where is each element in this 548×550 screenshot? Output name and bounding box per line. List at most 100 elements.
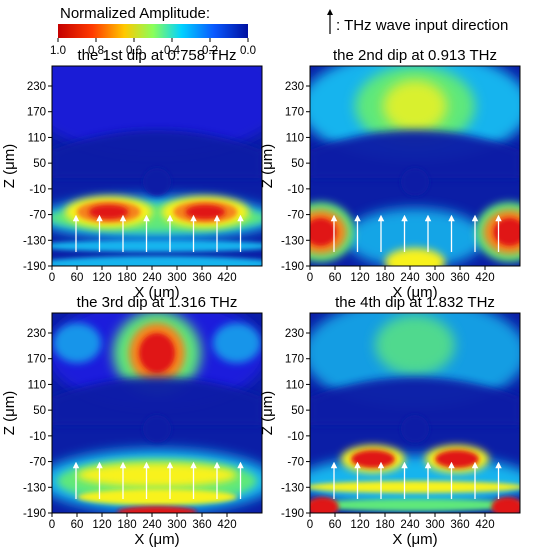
y-tick-label: -70 <box>287 457 304 469</box>
y-tick-label: -10 <box>287 431 304 443</box>
y-tick-label: -130 <box>281 235 304 247</box>
field-panel: the 3rd dip at 1.316 THz 230 170 110 50 -10 -7… <box>1 294 263 548</box>
x-tick-label: 120 <box>92 519 111 531</box>
panel-frame <box>309 65 521 267</box>
panel-frame <box>51 312 263 514</box>
panel-frame <box>309 312 521 514</box>
y-tick-label: -190 <box>23 508 46 520</box>
x-tick-label: 0 <box>307 272 313 284</box>
x-tick-label: 60 <box>329 272 342 284</box>
direction-legend: : THz wave input direction <box>327 9 508 34</box>
field-map <box>52 66 262 266</box>
colorbar-gradient <box>58 24 248 38</box>
y-tick-label: 50 <box>291 158 304 170</box>
x-tick-label: 120 <box>350 519 369 531</box>
field-map <box>310 313 520 513</box>
x-axis-label: X (μm) <box>134 531 179 548</box>
panel-title: the 3rd dip at 1.316 THz <box>77 294 238 311</box>
y-tick-label: 230 <box>285 328 304 340</box>
y-tick-label: 110 <box>286 132 304 144</box>
field-map <box>310 66 520 266</box>
x-tick-label: 180 <box>375 519 394 531</box>
panels: the 1st dip at 0.758 THz 230 170 110 50 -10 -7… <box>1 47 521 548</box>
x-tick-label: 180 <box>375 272 394 284</box>
field-panel: the 2nd dip at 0.913 THz 230 170 110 50 -10 -7… <box>259 47 521 301</box>
panel-title: the 4th dip at 1.832 THz <box>335 294 495 311</box>
y-axis-label: Z (μm) <box>259 144 276 188</box>
y-tick-label: -130 <box>281 482 304 494</box>
y-axis-label: Z (μm) <box>259 391 276 435</box>
panel-frame <box>51 65 263 267</box>
y-tick-label: -130 <box>23 235 46 247</box>
x-tick-label: 360 <box>450 272 469 284</box>
y-tick-label: 50 <box>291 405 304 417</box>
y-tick-label: -190 <box>23 261 46 273</box>
x-tick-label: 0 <box>307 519 313 531</box>
field-panel: the 4th dip at 1.832 THz 230 170 110 50 -10 -7… <box>259 294 521 548</box>
colorbar-title: Normalized Amplitude: <box>60 5 210 22</box>
input-arrows <box>330 461 502 499</box>
x-tick-label: 180 <box>117 519 136 531</box>
x-tick-label: 360 <box>192 519 211 531</box>
x-tick-label: 120 <box>92 272 111 284</box>
y-tick-label: 170 <box>27 107 46 119</box>
y-tick-label: 50 <box>33 158 46 170</box>
x-tick-label: 300 <box>425 519 444 531</box>
x-axis-label: X (μm) <box>134 284 179 301</box>
y-tick-label: -70 <box>29 210 46 222</box>
x-tick-label: 60 <box>71 272 84 284</box>
x-tick-label: 0 <box>49 519 55 531</box>
y-tick-label: 50 <box>33 405 46 417</box>
x-tick-label: 240 <box>142 272 161 284</box>
y-tick-label: -10 <box>29 431 46 443</box>
x-tick-label: 240 <box>400 272 419 284</box>
y-tick-label: -70 <box>29 457 46 469</box>
panel-title: the 1st dip at 0.758 THz <box>78 47 237 64</box>
y-tick-label: -10 <box>29 184 46 196</box>
colorbar-tick-label: 0.2 <box>202 45 218 57</box>
y-axis-label: Z (μm) <box>1 391 18 435</box>
x-tick-label: 240 <box>400 519 419 531</box>
colorbar-tick-label: 1.0 <box>50 45 66 57</box>
y-tick-label: -190 <box>281 261 304 273</box>
x-tick-label: 240 <box>142 519 161 531</box>
x-tick-label: 0 <box>49 272 55 284</box>
y-tick-label: 110 <box>286 379 304 391</box>
x-tick-label: 120 <box>350 272 369 284</box>
y-tick-label: -70 <box>287 210 304 222</box>
y-tick-label: -130 <box>23 482 46 494</box>
colorbar-tick-label: 0.8 <box>88 45 104 57</box>
y-axis-label: Z (μm) <box>1 144 18 188</box>
x-tick-label: 180 <box>117 272 136 284</box>
y-tick-label: -10 <box>287 184 304 196</box>
input-arrows <box>72 214 244 252</box>
y-tick-label: 230 <box>27 81 46 93</box>
y-tick-label: 230 <box>27 328 46 340</box>
input-arrows <box>330 214 502 252</box>
x-tick-label: 420 <box>217 272 236 284</box>
x-tick-label: 420 <box>475 519 494 531</box>
colorbar-tick-label: 0.6 <box>126 45 142 57</box>
colorbar-tick-label: 0.4 <box>164 45 181 57</box>
x-tick-label: 60 <box>329 519 342 531</box>
y-tick-label: 170 <box>285 107 304 119</box>
input-arrows <box>72 461 244 499</box>
y-tick-label: 170 <box>285 354 304 366</box>
x-tick-label: 420 <box>475 272 494 284</box>
y-tick-label: 110 <box>28 379 46 391</box>
direction-legend-text: : THz wave input direction <box>336 17 508 34</box>
x-tick-label: 300 <box>167 519 186 531</box>
y-tick-label: 170 <box>27 354 46 366</box>
x-tick-label: 60 <box>71 519 84 531</box>
x-tick-label: 360 <box>450 519 469 531</box>
y-tick-label: -190 <box>281 508 304 520</box>
colorbar: Normalized Amplitude: 1.0 0.8 0.6 0.4 0.2 0.0 <box>50 5 256 57</box>
y-tick-label: 230 <box>285 81 304 93</box>
field-map <box>52 313 262 513</box>
x-axis-label: X (μm) <box>392 284 437 301</box>
x-axis-label: X (μm) <box>392 531 437 548</box>
x-tick-label: 300 <box>167 272 186 284</box>
x-tick-label: 300 <box>425 272 444 284</box>
colorbar-tick-label: 0.0 <box>240 45 256 57</box>
